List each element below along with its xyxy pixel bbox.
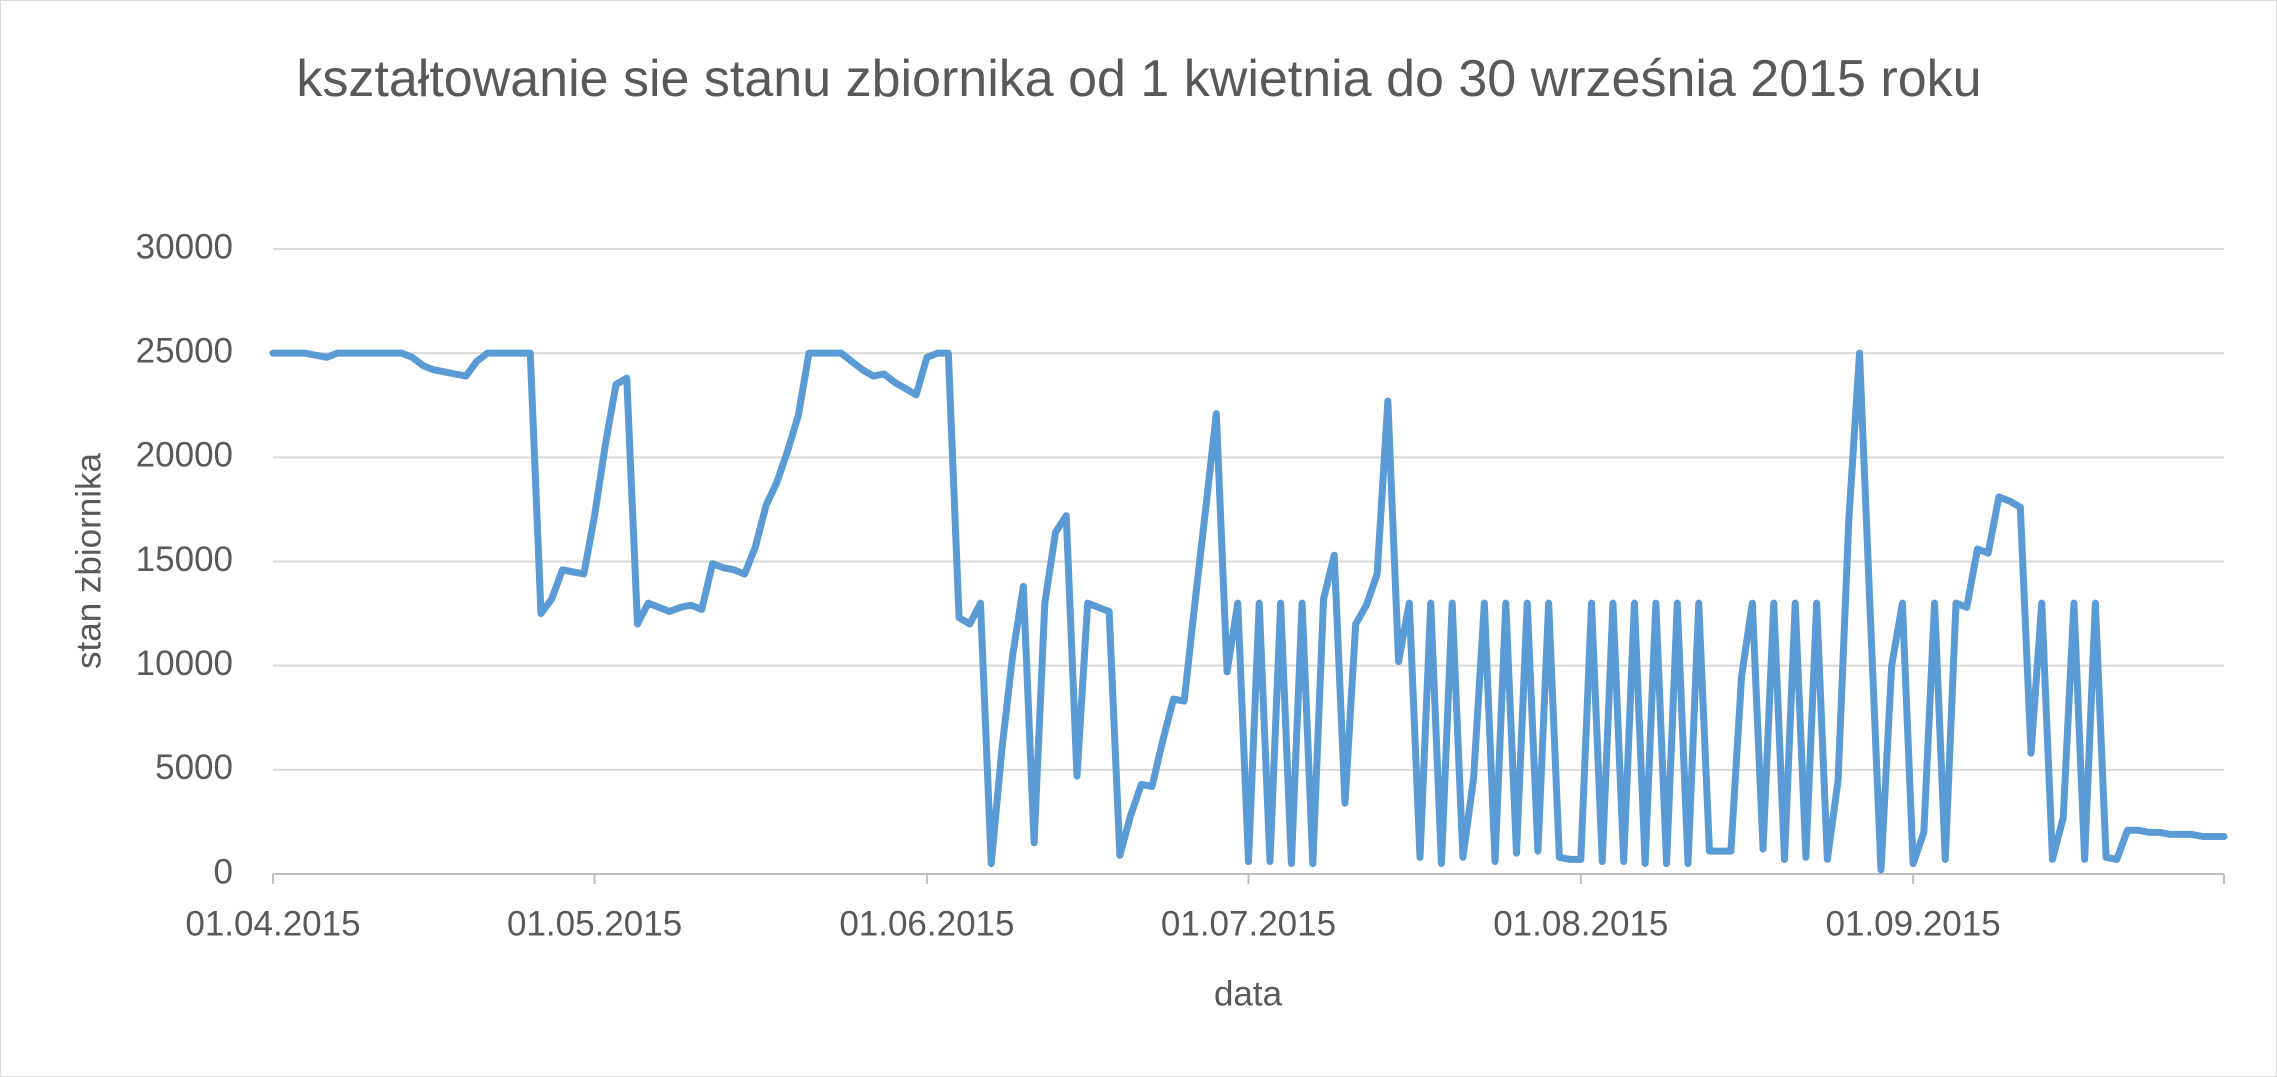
x-tick-label: 01.05.2015 [507, 904, 682, 943]
x-tick-label: 01.06.2015 [839, 904, 1014, 943]
x-tick-label: 01.09.2015 [1826, 904, 2001, 943]
y-tick-label: 10000 [136, 644, 233, 683]
y-tick-label: 0 [214, 852, 233, 891]
y-tick-label: 30000 [136, 227, 233, 266]
chart-title: kształtowanie sie stanu zbiornika od 1 k… [296, 50, 1982, 108]
x-tick-label: 01.04.2015 [185, 904, 360, 943]
y-tick-label: 25000 [136, 331, 233, 370]
x-tick-label: 01.08.2015 [1493, 904, 1668, 943]
data-line [269, 349, 2228, 874]
x-tick-label: 01.07.2015 [1161, 904, 1336, 943]
y-axis-title: stan zbiornika [69, 452, 108, 668]
y-tick-label: 5000 [155, 748, 233, 787]
x-axis-title: data [1214, 974, 1283, 1013]
y-tick-label: 20000 [136, 436, 233, 475]
y-tick-label: 15000 [136, 540, 233, 579]
